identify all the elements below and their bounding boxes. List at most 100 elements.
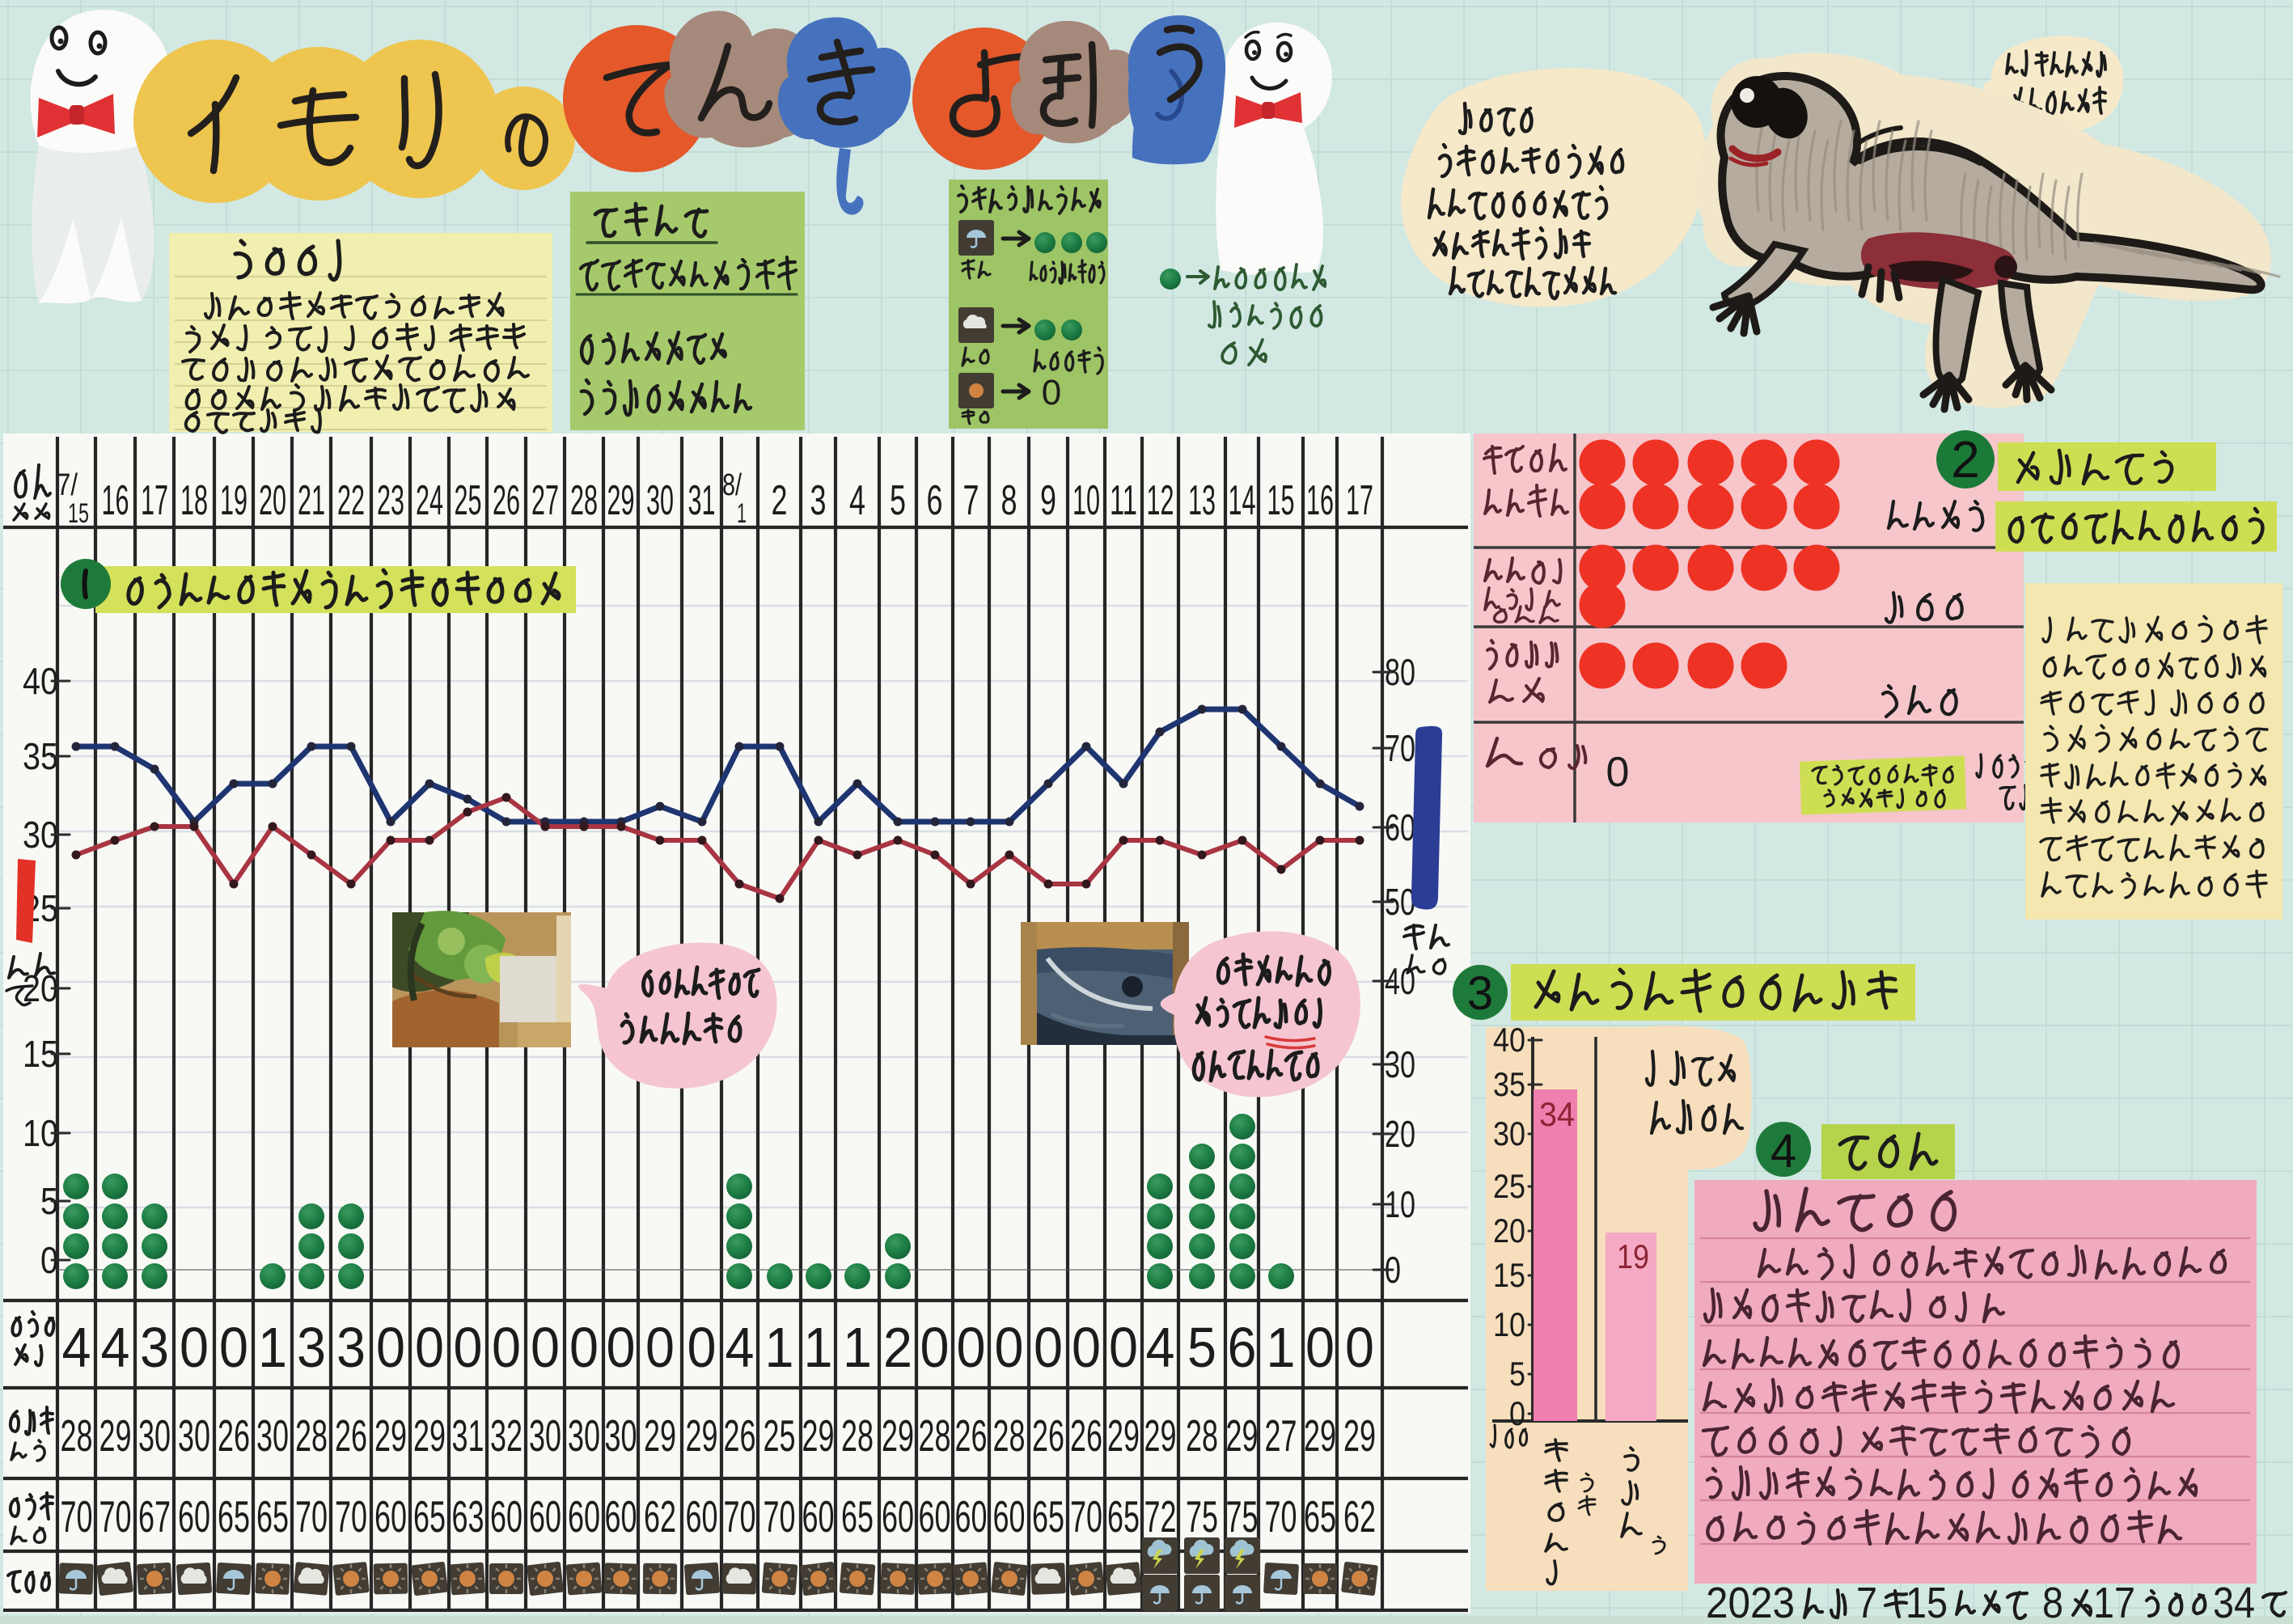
svg-text:0: 0 (40, 1239, 58, 1281)
svg-text:31: 31 (452, 1410, 484, 1461)
svg-text:17: 17 (141, 477, 168, 524)
svg-text:60: 60 (605, 1491, 637, 1542)
svg-text:60: 60 (529, 1491, 561, 1542)
svg-text:60: 60 (178, 1491, 210, 1542)
svg-text:28: 28 (1186, 1410, 1218, 1461)
svg-text:29: 29 (1304, 1410, 1336, 1461)
svg-text:63: 63 (452, 1491, 484, 1542)
svg-text:10: 10 (1072, 477, 1100, 524)
svg-text:75: 75 (1226, 1491, 1259, 1542)
svg-text:60: 60 (919, 1491, 951, 1542)
svg-text:15: 15 (1267, 477, 1295, 524)
svg-text:11: 11 (1110, 477, 1137, 524)
svg-text:62: 62 (644, 1491, 676, 1542)
svg-text:60: 60 (955, 1491, 988, 1542)
svg-text:9: 9 (1040, 477, 1056, 524)
svg-text:29: 29 (686, 1410, 718, 1461)
svg-text:70: 70 (724, 1491, 756, 1542)
svg-text:0: 0 (687, 1316, 717, 1379)
svg-text:70: 70 (1265, 1491, 1297, 1542)
svg-text:13: 13 (1188, 477, 1216, 524)
svg-text:0: 0 (920, 1316, 950, 1379)
svg-text:29: 29 (99, 1410, 132, 1461)
svg-text:3: 3 (140, 1316, 169, 1379)
svg-text:25: 25 (455, 477, 482, 524)
svg-text:26: 26 (1032, 1410, 1064, 1461)
svg-text:4: 4 (62, 1316, 91, 1379)
svg-text:19: 19 (1617, 1237, 1649, 1275)
svg-text:2023: 2023 (1706, 1579, 1795, 1624)
svg-text:65: 65 (841, 1491, 874, 1542)
svg-text:0: 0 (569, 1316, 599, 1379)
svg-text:14: 14 (1229, 477, 1256, 524)
svg-text:65: 65 (1032, 1491, 1064, 1542)
svg-text:29: 29 (644, 1410, 676, 1461)
svg-text:1: 1 (737, 498, 747, 529)
svg-text:23: 23 (377, 477, 404, 524)
svg-text:0: 0 (1305, 1316, 1335, 1379)
svg-text:30: 30 (646, 477, 674, 524)
svg-text:65: 65 (1304, 1491, 1336, 1542)
svg-text:3: 3 (810, 477, 827, 524)
svg-text:60: 60 (993, 1491, 1026, 1542)
svg-text:0: 0 (1509, 1394, 1525, 1432)
svg-text:17: 17 (1346, 477, 1373, 524)
svg-text:1: 1 (258, 1316, 287, 1379)
svg-text:60: 60 (568, 1491, 600, 1542)
svg-text:0: 0 (492, 1316, 521, 1379)
svg-text:20: 20 (259, 477, 286, 524)
svg-text:25: 25 (1493, 1167, 1525, 1205)
svg-text:0: 0 (454, 1316, 483, 1379)
svg-text:2: 2 (772, 477, 788, 524)
svg-text:0: 0 (1109, 1316, 1138, 1379)
svg-text:60: 60 (374, 1491, 407, 1542)
svg-text:1: 1 (843, 1316, 872, 1379)
svg-text:70: 70 (764, 1491, 796, 1542)
svg-text:2: 2 (883, 1316, 912, 1379)
svg-text:29: 29 (1107, 1410, 1140, 1461)
svg-text:29: 29 (607, 477, 635, 524)
svg-text:0: 0 (1345, 1316, 1374, 1379)
svg-text:27: 27 (1265, 1410, 1297, 1461)
svg-text:15: 15 (1493, 1256, 1525, 1294)
svg-text:28: 28 (61, 1410, 93, 1461)
svg-text:30: 30 (529, 1410, 561, 1461)
svg-text:26: 26 (493, 477, 520, 524)
svg-text:70: 70 (335, 1491, 367, 1542)
svg-text:34: 34 (1539, 1095, 1575, 1133)
svg-text:70: 70 (61, 1491, 93, 1542)
svg-text:7: 7 (1856, 1579, 1877, 1624)
svg-text:60: 60 (802, 1491, 835, 1542)
svg-text:5: 5 (40, 1180, 58, 1222)
svg-text:21: 21 (298, 477, 325, 524)
svg-text:22: 22 (337, 477, 365, 524)
svg-text:16: 16 (102, 477, 129, 524)
svg-text:0: 0 (995, 1316, 1024, 1379)
svg-text:0: 0 (645, 1316, 675, 1379)
svg-text:30: 30 (178, 1410, 210, 1461)
svg-text:5: 5 (1187, 1316, 1216, 1379)
svg-text:3: 3 (1467, 967, 1493, 1020)
svg-text:30: 30 (605, 1410, 637, 1461)
svg-text:65: 65 (218, 1491, 250, 1542)
svg-text:26: 26 (955, 1410, 988, 1461)
svg-text:6: 6 (927, 477, 943, 524)
svg-text:24: 24 (416, 477, 443, 524)
svg-text:29: 29 (1226, 1410, 1259, 1461)
svg-text:31: 31 (688, 477, 716, 524)
svg-text:1: 1 (765, 1316, 794, 1379)
svg-text:62: 62 (1343, 1491, 1376, 1542)
svg-text:28: 28 (919, 1410, 951, 1461)
svg-text:17: 17 (2093, 1579, 2135, 1624)
svg-text:34: 34 (2213, 1579, 2255, 1624)
svg-text:72: 72 (1144, 1491, 1177, 1542)
svg-text:40: 40 (1493, 1021, 1525, 1059)
svg-text:20: 20 (1493, 1212, 1525, 1250)
svg-text:70: 70 (99, 1491, 132, 1542)
svg-text:18: 18 (180, 477, 208, 524)
svg-text:35: 35 (1493, 1065, 1525, 1103)
svg-text:0: 0 (376, 1316, 405, 1379)
svg-text:28: 28 (841, 1410, 874, 1461)
svg-text:8: 8 (1001, 477, 1017, 524)
svg-text:7: 7 (963, 477, 979, 524)
